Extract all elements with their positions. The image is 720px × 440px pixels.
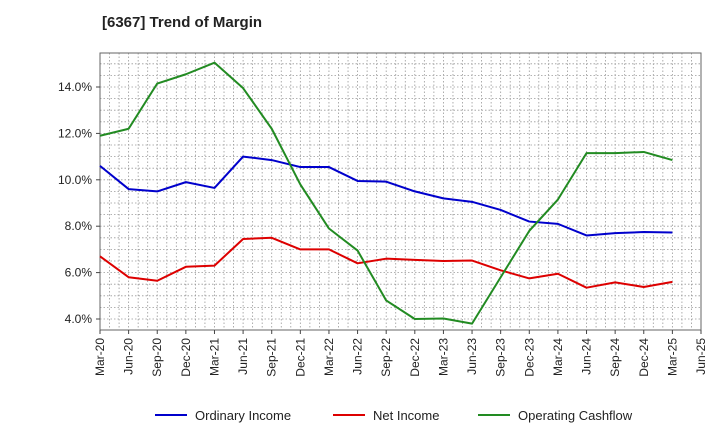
x-tick-label: Sep-21 bbox=[265, 338, 279, 377]
chart-title: [6367] Trend of Margin bbox=[102, 14, 263, 31]
x-tick-label: Dec-24 bbox=[637, 338, 651, 377]
x-tick-label: Mar-25 bbox=[665, 338, 679, 376]
x-axis-ticks: Mar-20 Jun-20 Sep-20 Dec-20 Mar-21 Jun-21 Sep-… bbox=[93, 330, 708, 377]
y-tick-label: 6.0% bbox=[65, 266, 93, 280]
x-tick-label: Dec-20 bbox=[179, 338, 193, 377]
x-tick-label: Mar-23 bbox=[436, 338, 450, 376]
x-tick-label: Mar-20 bbox=[93, 338, 107, 376]
x-tick-label: Jun-21 bbox=[236, 338, 250, 375]
plot-frame bbox=[99, 52, 702, 331]
x-tick-label: Dec-23 bbox=[522, 338, 536, 377]
series-line-net-income bbox=[99, 236, 673, 289]
x-tick-label: Jun-25 bbox=[694, 338, 708, 375]
x-tick-label: Jun-23 bbox=[465, 338, 479, 375]
series-line-operating-cashflow bbox=[99, 61, 673, 325]
x-tick-label: Jun-20 bbox=[122, 338, 136, 375]
legend-label: Ordinary Income bbox=[195, 408, 291, 423]
y-tick-label: 12.0% bbox=[58, 126, 92, 140]
legend: Ordinary Income Net Income Operating Cashf… bbox=[155, 408, 633, 423]
grid-lines bbox=[100, 53, 701, 330]
y-tick-label: 4.0% bbox=[65, 312, 93, 326]
legend-label: Net Income bbox=[373, 408, 439, 423]
y-tick-label: 8.0% bbox=[65, 219, 93, 233]
legend-label: Operating Cashflow bbox=[518, 408, 633, 423]
x-tick-label: Mar-22 bbox=[322, 338, 336, 376]
x-tick-label: Jun-24 bbox=[580, 338, 594, 375]
series-lines bbox=[99, 61, 673, 325]
y-tick-label: 10.0% bbox=[58, 173, 92, 187]
x-tick-label: Jun-22 bbox=[351, 338, 365, 375]
x-tick-label: Dec-21 bbox=[293, 338, 307, 377]
x-tick-label: Dec-22 bbox=[408, 338, 422, 377]
x-tick-label: Sep-22 bbox=[379, 338, 393, 377]
series-line-ordinary-income bbox=[99, 155, 673, 237]
x-tick-label: Sep-20 bbox=[150, 338, 164, 377]
x-tick-label: Sep-23 bbox=[494, 338, 508, 377]
y-axis-ticks: 4.0% 6.0% 8.0% 10.0% 12.0% 14.0% bbox=[58, 80, 100, 326]
y-tick-label: 14.0% bbox=[58, 80, 92, 94]
x-tick-label: Mar-24 bbox=[551, 338, 565, 376]
x-tick-label: Sep-24 bbox=[608, 338, 622, 377]
x-tick-label: Mar-21 bbox=[207, 338, 221, 376]
